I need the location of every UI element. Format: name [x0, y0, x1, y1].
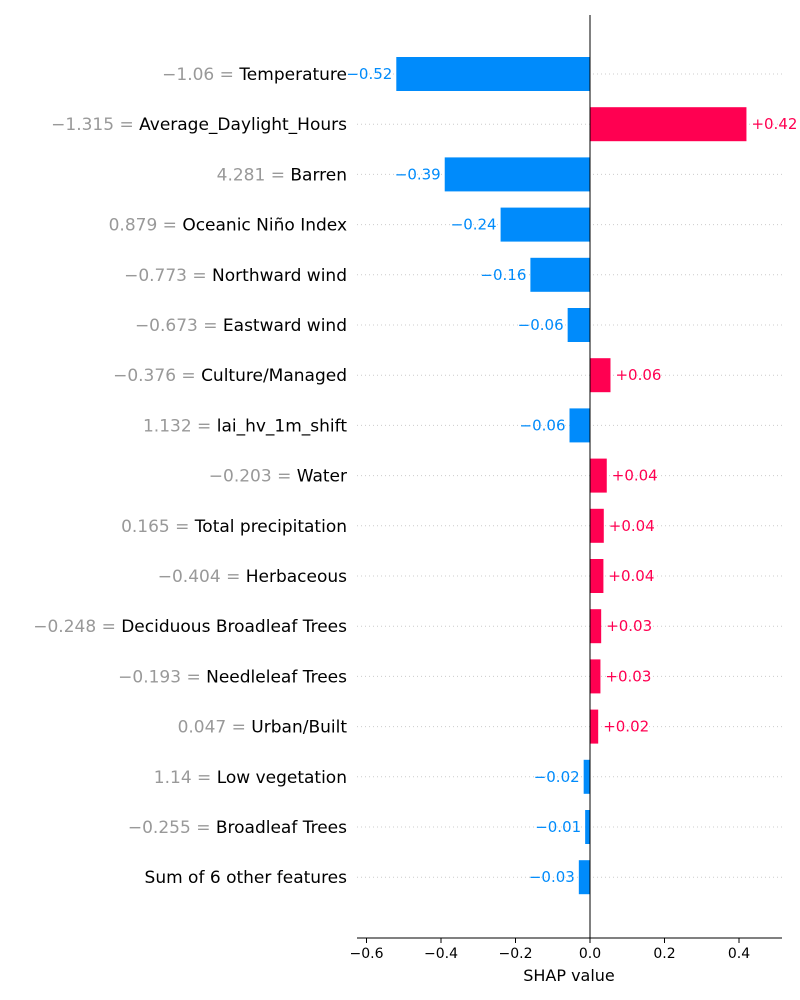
bar-value-label: −0.06: [518, 316, 564, 334]
grid-lines: [357, 73, 782, 878]
shap-bar: [500, 207, 590, 242]
bar-value-label: +0.03: [606, 617, 652, 635]
bar-value-label: −0.39: [395, 165, 441, 183]
feature-name-text: Needleleaf Trees: [206, 667, 347, 687]
feature-name-text: Culture/Managed: [201, 366, 347, 386]
feature-value-text: −0.404 =: [158, 567, 246, 587]
bar-value-label: +0.03: [605, 667, 651, 685]
feature-name-text: Water: [297, 467, 347, 487]
shap-bar: [530, 257, 590, 292]
feature-value-text: −0.203 =: [209, 467, 297, 487]
feature-value-text: −1.06 =: [162, 65, 239, 85]
feature-label: −0.404 = Herbaceous: [158, 567, 347, 587]
bar-labels: −0.52 +0.42 −0.39 −0.24 −0.16 −0.06 +0.06 −0.06…: [346, 65, 797, 886]
feature-label: −0.203 = Water: [209, 467, 347, 487]
feature-name-text: Low vegetation: [217, 768, 347, 788]
feature-label: −0.248 = Deciduous Broadleaf Trees: [33, 617, 347, 637]
feature-value-text: −0.376 =: [113, 366, 201, 386]
feature-name-text: Eastward wind: [223, 316, 347, 336]
feature-label: 1.14 = Low vegetation: [154, 768, 347, 788]
bar-value-label: +0.42: [751, 115, 797, 133]
feature-value-text: 1.132 =: [143, 416, 217, 436]
feature-name-text: Sum of 6 other features: [145, 868, 348, 888]
shap-bar: [583, 759, 590, 794]
feature-label: −1.06 = Temperature: [162, 65, 347, 85]
bar-value-label: +0.04: [608, 567, 654, 585]
feature-name-text: Broadleaf Trees: [216, 818, 347, 838]
feature-name-text: lai_hv_1m_shift: [217, 416, 348, 436]
bar-value-label: −0.06: [520, 416, 566, 434]
feature-name-text: Barren: [290, 165, 347, 185]
feature-name-text: Total precipitation: [194, 517, 347, 537]
feature-label: 0.047 = Urban/Built: [178, 718, 348, 738]
x-tick-label: −0.4: [424, 946, 458, 962]
bar-value-label: −0.16: [480, 266, 526, 284]
feature-name-text: Temperature: [238, 65, 347, 85]
shap-bar: [569, 408, 590, 443]
feature-name-text: Herbaceous: [246, 567, 347, 587]
shap-bar: [444, 157, 590, 192]
feature-label: −1.315 = Average_Daylight_Hours: [51, 115, 347, 135]
feature-value-text: −1.315 =: [51, 115, 139, 135]
bar-value-label: −0.24: [451, 216, 497, 234]
x-tick-label: −0.6: [350, 946, 384, 962]
shap-bar: [585, 810, 590, 844]
feature-label: 1.132 = lai_hv_1m_shift: [143, 416, 347, 436]
feature-label: 0.879 = Oceanic Niño Index: [109, 216, 347, 236]
feature-label: Sum of 6 other features: [145, 868, 348, 888]
feature-value-text: −0.673 =: [135, 316, 223, 336]
feature-label: −0.376 = Culture/Managed: [113, 366, 347, 386]
feature-label: −0.773 = Northward wind: [124, 266, 347, 286]
shap-bar: [590, 358, 611, 393]
feature-name-text: Northward wind: [212, 266, 347, 286]
x-axis-title: SHAP value: [523, 966, 615, 985]
shap-bar: [590, 107, 747, 142]
x-tick-label: 0.4: [728, 946, 750, 962]
feature-label: −0.673 = Eastward wind: [135, 316, 347, 336]
shap-bar: [578, 860, 590, 895]
shap-bar: [396, 57, 590, 91]
bars: [396, 57, 747, 895]
feature-value-text: 0.165 =: [121, 517, 195, 537]
feature-label: −0.255 = Broadleaf Trees: [128, 818, 347, 838]
shap-bar: [590, 659, 601, 694]
shap-bar: [590, 508, 604, 543]
feature-value-text: −0.193 =: [118, 667, 206, 687]
feature-value-text: 4.281 =: [217, 165, 291, 185]
bar-value-label: +0.04: [612, 467, 658, 485]
feature-name-text: Urban/Built: [251, 718, 347, 738]
shap-bar: [590, 709, 599, 744]
bar-value-label: −0.03: [529, 868, 575, 886]
bar-value-label: −0.52: [346, 65, 392, 83]
x-tick-label: 0.0: [579, 946, 601, 962]
feature-value-text: −0.773 =: [124, 266, 212, 286]
feature-label: −0.193 = Needleleaf Trees: [118, 667, 347, 687]
bar-value-label: −0.01: [535, 818, 581, 836]
shap-bar: [590, 559, 604, 593]
feature-value-text: 1.14 =: [154, 768, 217, 788]
bar-value-label: −0.02: [534, 768, 580, 786]
feature-value-text: −0.255 =: [128, 818, 216, 838]
feature-name-text: Average_Daylight_Hours: [139, 115, 347, 135]
x-tick-label: 0.2: [653, 946, 675, 962]
bar-value-label: +0.04: [609, 517, 655, 535]
feature-name-text: Deciduous Broadleaf Trees: [121, 617, 347, 637]
bar-value-label: +0.06: [615, 366, 661, 384]
feature-labels: −1.06 = Temperature −1.315 = Average_Dayl…: [33, 65, 347, 888]
feature-value-text: −0.248 =: [33, 617, 121, 637]
feature-value-text: 0.879 =: [109, 216, 183, 236]
feature-label: 4.281 = Barren: [217, 165, 347, 185]
shap-bar: [590, 458, 607, 493]
bar-value-label: +0.02: [603, 718, 649, 736]
shap-bar: [590, 609, 602, 644]
shap-bar: [567, 308, 590, 342]
x-axis: −0.6 −0.4 −0.2 0.0 0.2 0.4: [350, 937, 782, 962]
x-tick-label: −0.2: [499, 946, 533, 962]
feature-label: 0.165 = Total precipitation: [121, 517, 347, 537]
feature-value-text: 0.047 =: [178, 718, 252, 738]
feature-name-text: Oceanic Niño Index: [182, 216, 347, 236]
